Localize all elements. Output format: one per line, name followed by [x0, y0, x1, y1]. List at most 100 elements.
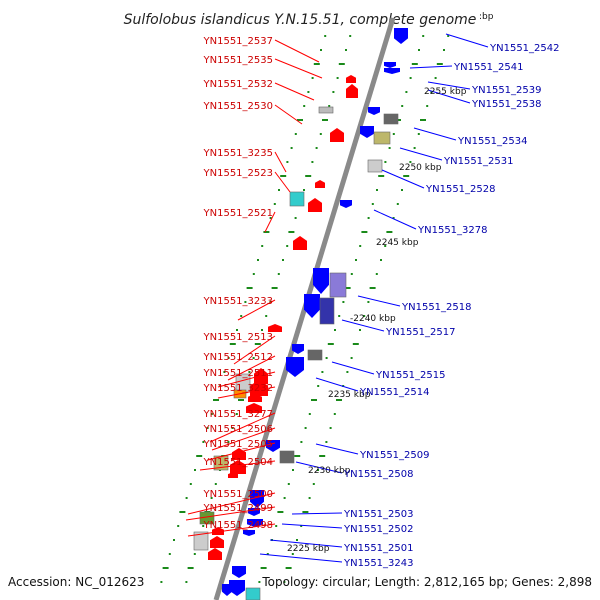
left-gene-label[interactable]: YN1551_2511: [203, 368, 274, 379]
right-gene-label[interactable]: YN1551_2515: [375, 370, 446, 381]
leader-line: [315, 443, 359, 455]
leader-line: [211, 427, 276, 451]
left-gene-label[interactable]: YN1551_3235: [203, 148, 274, 159]
leader-line: [445, 33, 489, 48]
left-gene-label[interactable]: YN1551_2521: [203, 208, 274, 219]
right-gene-label[interactable]: YN1551_2542: [489, 43, 560, 54]
gene-arrow: [222, 584, 232, 596]
leader-line: [409, 65, 453, 69]
gene-arrow: [212, 527, 224, 535]
accession-text: Accession: NC_012623: [8, 575, 144, 589]
gene-arrow: [394, 28, 408, 44]
gene-arrow: [346, 75, 356, 83]
kbp-label: -2240 kbp: [350, 314, 396, 324]
right-gene-label[interactable]: YN1551_2517: [385, 327, 456, 338]
kbp-label: 2225 kbp: [287, 544, 330, 554]
leader-line: [185, 506, 276, 521]
leader-line: [227, 355, 276, 381]
right-gene-label[interactable]: YN1551_3243: [343, 558, 414, 569]
left-gene-label[interactable]: YN1551_2499: [203, 503, 274, 514]
left-gene-label[interactable]: YN1551_2506: [203, 424, 274, 435]
gene-arrow: [384, 62, 396, 68]
right-gene-label[interactable]: YN1551_2508: [343, 469, 414, 480]
gene-arrow: [308, 198, 322, 212]
leader-line: [237, 299, 276, 321]
right-gene-label[interactable]: YN1551_2503: [343, 509, 414, 520]
right-gene-label[interactable]: YN1551_2538: [471, 99, 542, 110]
leader-line: [291, 512, 343, 515]
leader-line: [295, 461, 343, 474]
gene-arrow: [229, 580, 245, 596]
left-gene-label[interactable]: YN1551_2530: [203, 101, 274, 112]
leader-line: [207, 442, 276, 461]
left-gene-label[interactable]: YN1551_3233: [203, 296, 274, 307]
left-gene-label[interactable]: YN1551_2500: [203, 489, 274, 500]
left-gene-label[interactable]: YN1551_2513: [203, 332, 274, 343]
right-gene-label[interactable]: YN1551_2514: [359, 387, 430, 398]
gene-box: [373, 131, 391, 145]
leader-line: [187, 492, 276, 515]
gene-box: [383, 113, 399, 125]
right-gene-label[interactable]: YN1551_2509: [359, 450, 430, 461]
leader-line: [341, 319, 385, 332]
leader-line: [209, 412, 276, 443]
gene-arrow: [250, 490, 264, 508]
left-gene-label[interactable]: YN1551_3232: [203, 383, 274, 394]
leader-line: [274, 39, 320, 63]
gene-arrow: [250, 380, 268, 396]
kbp-labels: 2255 kbp 2250 kbp 2245 kbp -2240 kbp 2235 kb…: [287, 87, 467, 554]
gene-arrow: [228, 472, 238, 478]
left-gene-label[interactable]: YN1551_2512: [203, 352, 274, 363]
right-gene-label[interactable]: YN1551_2501: [343, 543, 414, 554]
leader-line: [269, 539, 343, 548]
right-gene-label[interactable]: YN1551_2539: [471, 85, 542, 96]
map-title: Sulfolobus islandicus Y.N.15.51, complet…: [124, 12, 477, 28]
leader-line: [199, 460, 276, 471]
left-gene-label[interactable]: YN1551_2537: [203, 36, 274, 47]
gene-arrow: [268, 324, 282, 332]
right-gene-label[interactable]: YN1551_3278: [417, 225, 488, 236]
kbp-label: 2245 kbp: [376, 238, 419, 248]
right-gene-label[interactable]: YN1551_2534: [457, 136, 528, 147]
leader-line: [274, 82, 315, 101]
leader-line: [274, 151, 287, 173]
gene-arrow: [346, 84, 358, 98]
gene-box: [307, 349, 323, 361]
leader-line: [217, 371, 276, 388]
left-gene-label[interactable]: YN1551_2535: [203, 55, 274, 66]
leader-line: [413, 127, 457, 141]
gene-arrow: [330, 128, 344, 142]
right-gene-label[interactable]: YN1551_2502: [343, 524, 414, 535]
gene-arrow: [232, 566, 246, 578]
left-gene-label[interactable]: YN1551_3277: [203, 409, 274, 420]
left-gene-label[interactable]: YN1551_2505: [203, 439, 274, 450]
gene-arrow: [230, 460, 246, 474]
left-gene-label[interactable]: YN1551_2532: [203, 79, 274, 90]
gene-arrow: [340, 200, 352, 208]
gene-arrow: [293, 236, 307, 250]
gene-arrow: [286, 357, 304, 377]
left-gene-labels[interactable]: YN1551_2537 YN1551_2535 YN1551_2532 YN1551_…: [203, 36, 274, 531]
right-gene-label[interactable]: YN1551_2518: [401, 302, 472, 313]
leader-line: [233, 335, 276, 365]
left-gene-label[interactable]: YN1551_2498: [203, 520, 274, 531]
left-gene-label[interactable]: YN1551_2504: [203, 457, 274, 468]
gene-box: [213, 455, 229, 471]
right-gene-labels[interactable]: YN1551_2542 YN1551_2541 YN1551_2539 YN1551_…: [343, 43, 560, 569]
right-gene-label[interactable]: YN1551_2531: [443, 156, 514, 167]
gene-arrow: [368, 107, 380, 115]
gene-arrow: [304, 294, 320, 318]
gene-arrow: [210, 536, 224, 548]
topology-text: Topology: circular; Length: 2,812,165 bp…: [261, 575, 592, 589]
gene-arrow: [248, 394, 262, 402]
gene-arrow: [292, 344, 304, 354]
left-gene-label[interactable]: YN1551_2523: [203, 168, 274, 179]
right-gene-label[interactable]: YN1551_2541: [453, 62, 524, 73]
leader-line: [217, 386, 276, 399]
gene-box: [279, 450, 295, 464]
leader-line: [427, 89, 471, 104]
kbp-label: 2255 kbp: [424, 87, 467, 97]
right-gene-label[interactable]: YN1551_2528: [425, 184, 496, 195]
